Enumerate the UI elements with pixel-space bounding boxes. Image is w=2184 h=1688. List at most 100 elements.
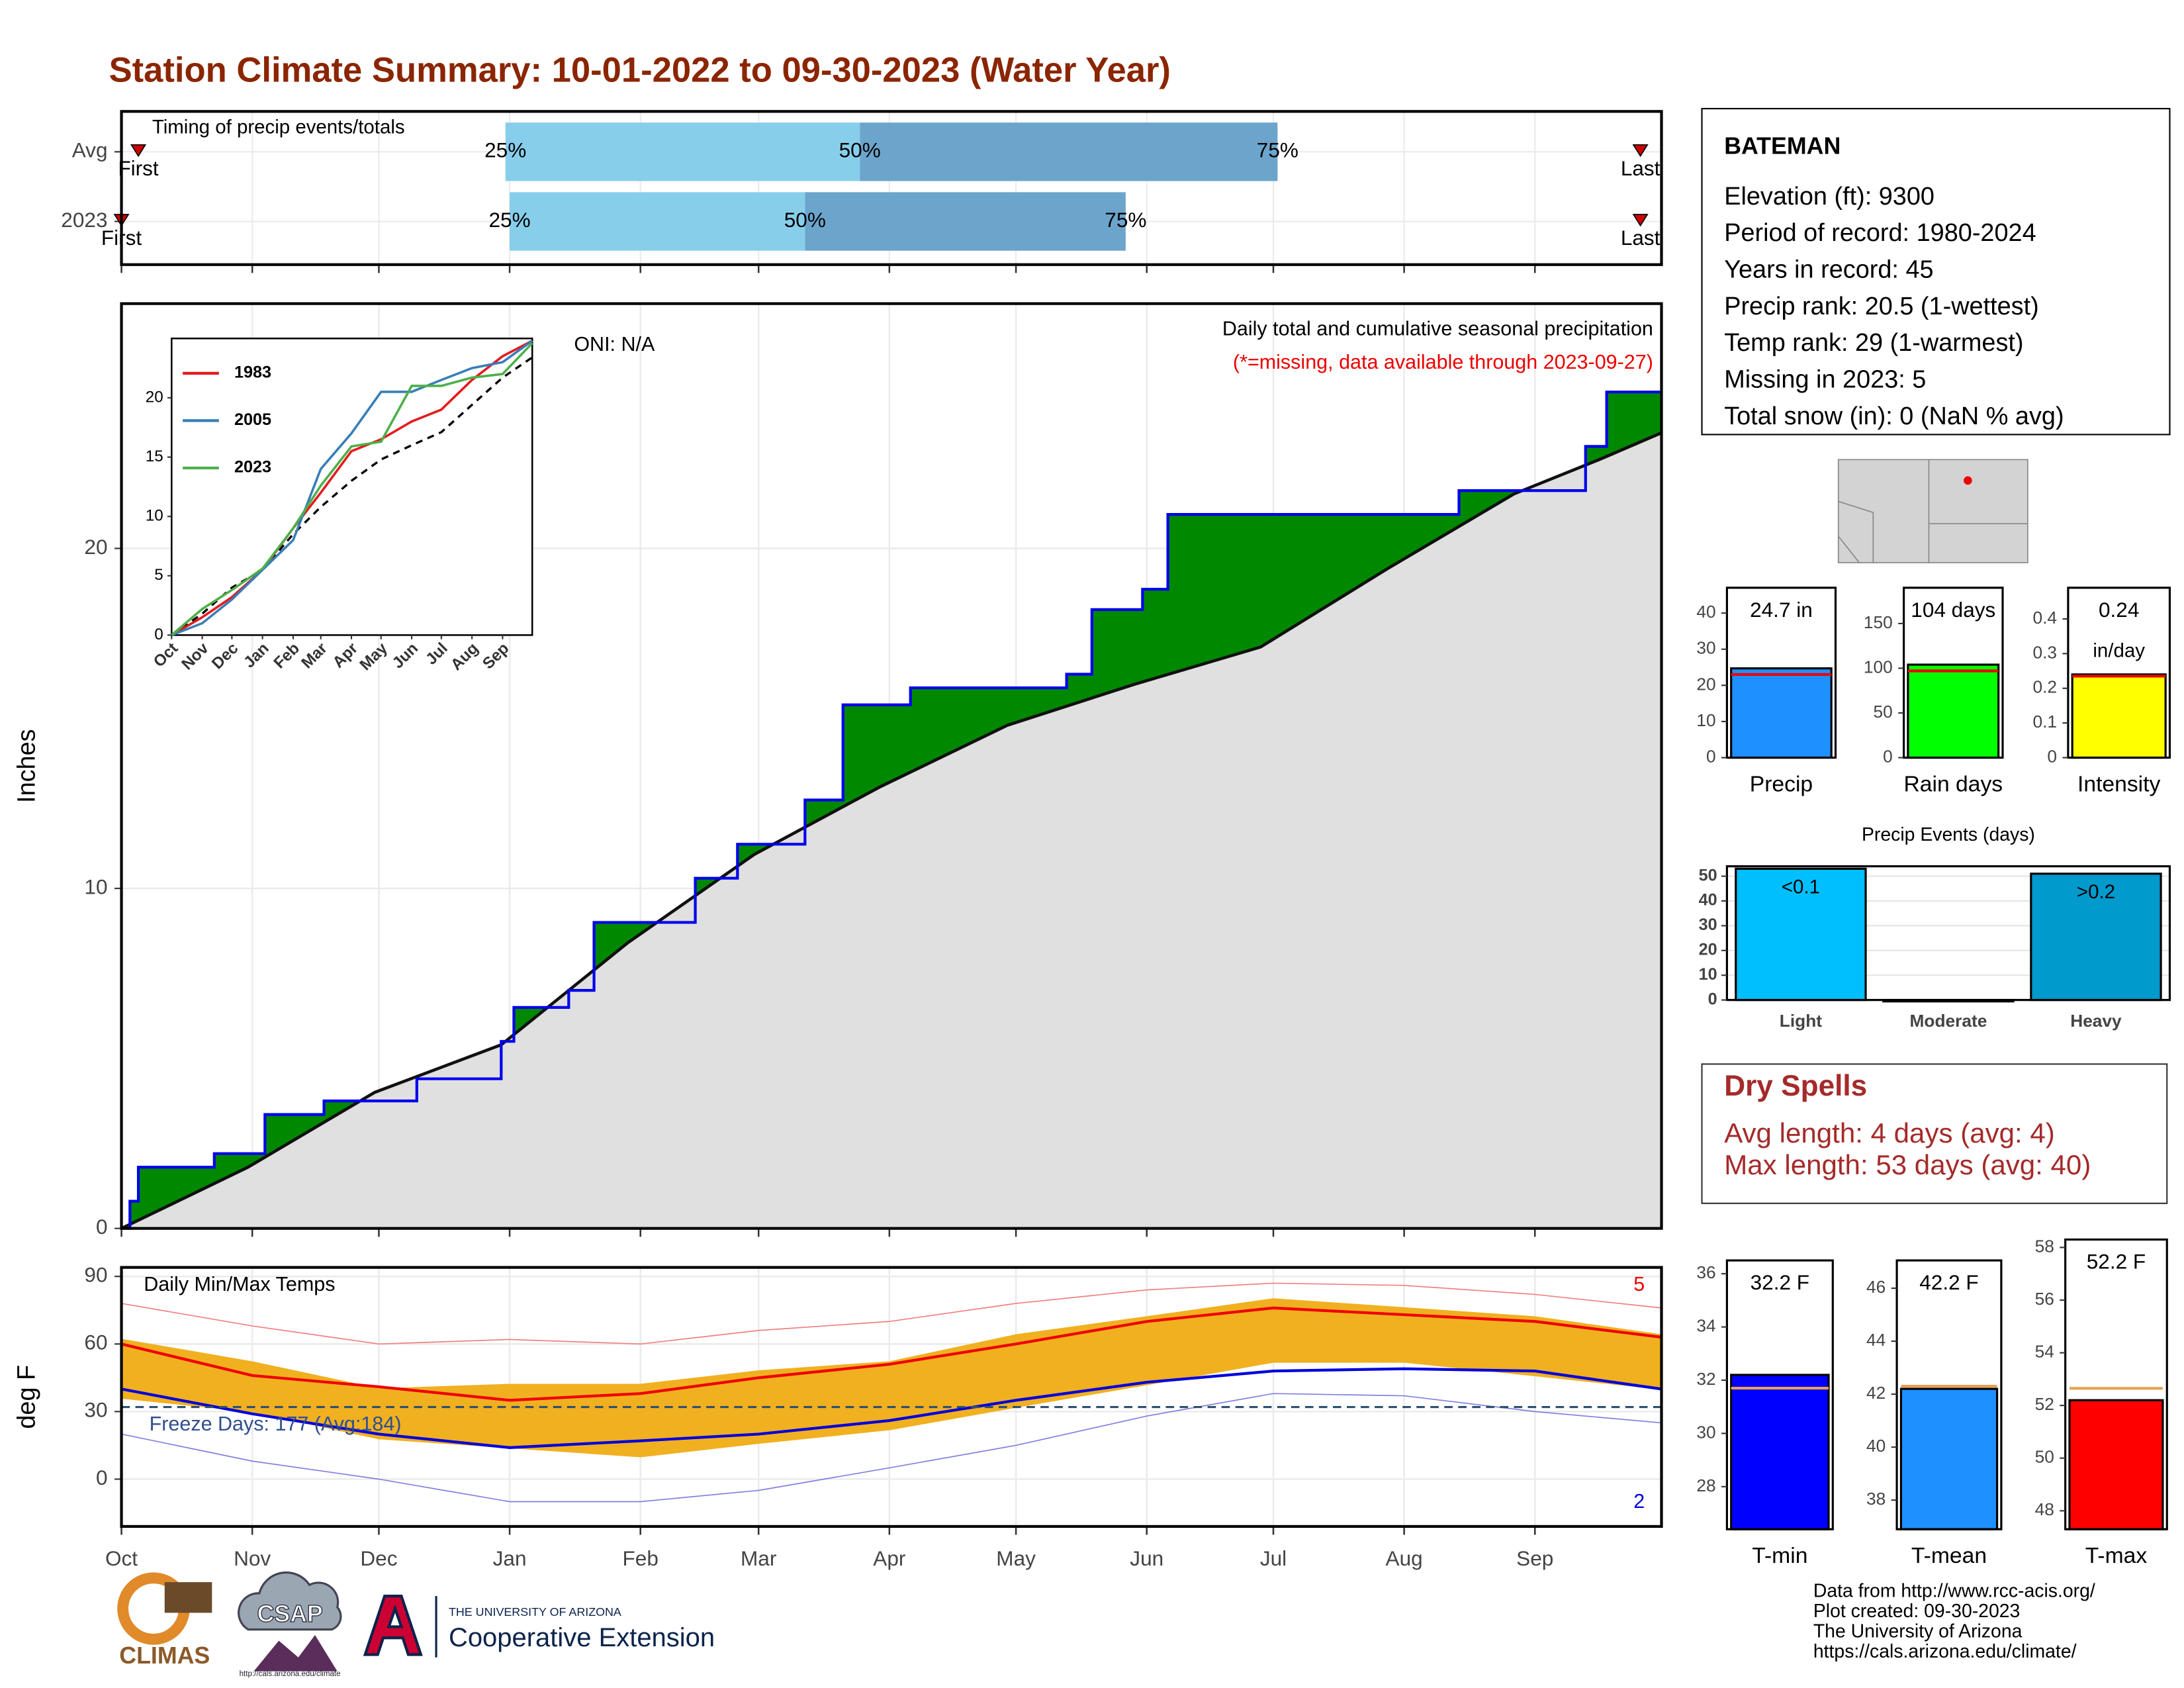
map-borders bbox=[1838, 536, 1860, 563]
logo-text: THE UNIVERSITY OF ARIZONA bbox=[449, 1605, 621, 1618]
avg-max-line bbox=[121, 1306, 1662, 1402]
station-info: Total snow (in): 0 (NaN % avg) bbox=[1724, 402, 2064, 430]
x-axis-label: Rain days bbox=[1903, 773, 2003, 797]
plot-border bbox=[1725, 865, 2171, 1002]
x-tick-label: Dec bbox=[360, 1546, 397, 1570]
y-tick-label: 20 bbox=[1696, 674, 1715, 694]
y-tick-label: 100 bbox=[1864, 657, 1893, 677]
quantile-label: 25% bbox=[488, 208, 530, 232]
x-tick-label: May bbox=[996, 1546, 1036, 1570]
y-tick-label: 10 bbox=[84, 874, 107, 898]
y-tick-label: 10 bbox=[146, 507, 163, 525]
station-info: Years in record: 45 bbox=[1724, 256, 1933, 283]
legend-label: 1983 bbox=[234, 363, 271, 382]
timing-marker bbox=[130, 144, 147, 158]
timing-bar bbox=[860, 122, 1278, 181]
y-tick-label: 40 bbox=[1866, 1436, 1886, 1456]
x-axis-label: Precip bbox=[1750, 773, 1813, 797]
logo-text: CSAP bbox=[257, 1601, 322, 1627]
quantile-label: 25% bbox=[484, 138, 526, 162]
plot-border bbox=[1725, 1259, 1834, 1530]
station-info: Missing in 2023: 5 bbox=[1724, 365, 1926, 393]
x-axis-label: Intensity bbox=[2077, 773, 2161, 797]
bar bbox=[1907, 663, 2000, 759]
x-tick-label: Sep bbox=[1516, 1546, 1553, 1570]
y-tick-label: 52 bbox=[2035, 1394, 2054, 1414]
y-tick-label: 20 bbox=[1699, 941, 1717, 959]
y-tick-label: 42 bbox=[1866, 1383, 1886, 1403]
footer-line: Data from http://www.rcc-acis.org/ bbox=[1813, 1580, 2095, 1601]
quantile-label: 75% bbox=[1257, 138, 1298, 162]
dry-spell-title: Dry Spells bbox=[1724, 1070, 1867, 1102]
legend-label: 2023 bbox=[234, 458, 271, 477]
map-borders bbox=[1838, 459, 2028, 563]
y-tick-label: 0 bbox=[2047, 746, 2057, 766]
y-tick-label: 0.4 bbox=[2032, 608, 2057, 628]
x-tick-label: Jun bbox=[1130, 1546, 1163, 1570]
average-line bbox=[120, 431, 1662, 1230]
info-box bbox=[1701, 108, 2171, 436]
value-label: 24.7 in bbox=[1750, 598, 1813, 622]
y-tick-label: 0.2 bbox=[2032, 677, 2057, 697]
y-tick-label: 60 bbox=[84, 1331, 107, 1354]
x-axis-label: T-max bbox=[2085, 1544, 2148, 1568]
y-tick-label: 58 bbox=[2035, 1236, 2054, 1256]
bar bbox=[2071, 673, 2167, 759]
plot-border bbox=[120, 1266, 1663, 1528]
y-tick-label: 0 bbox=[1883, 746, 1893, 766]
y-tick-label: 0.3 bbox=[2032, 642, 2057, 662]
y-tick-label: 56 bbox=[2035, 1289, 2054, 1309]
csap-logo bbox=[238, 1571, 342, 1631]
station-dot bbox=[1964, 476, 1972, 485]
y-tick-label: 38 bbox=[1866, 1489, 1886, 1509]
x-tick-label: Nov bbox=[234, 1546, 271, 1570]
series-line bbox=[171, 340, 533, 636]
y-tick-label: 0.1 bbox=[2032, 712, 2057, 731]
y-tick-label: 15 bbox=[146, 447, 163, 465]
plot-border bbox=[1725, 586, 1837, 759]
value-label: 0.24 bbox=[2099, 598, 2139, 622]
x-tick-label: Mar bbox=[741, 1546, 776, 1570]
y-tick-label: 10 bbox=[1696, 710, 1715, 730]
y-tick-label: 0 bbox=[96, 1215, 108, 1239]
logo-text: Cooperative Extension bbox=[449, 1623, 715, 1652]
map-area bbox=[1837, 459, 2028, 563]
record-high-count: 5 bbox=[1633, 1273, 1645, 1295]
x-axis-label: T-min bbox=[1752, 1544, 1807, 1568]
value-label: 104 days bbox=[1911, 598, 1995, 622]
y-tick-label: 54 bbox=[2035, 1342, 2054, 1362]
station-info: Elevation (ft): 9300 bbox=[1724, 183, 1934, 211]
x-tick-label: Light bbox=[1780, 1011, 1822, 1031]
y-tick-label: 90 bbox=[84, 1263, 107, 1287]
timing-title: Timing of precip events/totals bbox=[152, 116, 405, 138]
logo-text: CLIMAS bbox=[119, 1642, 210, 1669]
y-axis-label: deg F bbox=[13, 1365, 41, 1429]
y-tick-label: 0 bbox=[1708, 990, 1717, 1008]
footer-line: Plot created: 09-30-2023 bbox=[1813, 1601, 2021, 1622]
x-tick-label: Apr bbox=[873, 1546, 905, 1570]
y-tick-label: 40 bbox=[1699, 891, 1717, 910]
oni-label: ONI: N/A bbox=[574, 333, 655, 355]
page-title: Station Climate Summary: 10-01-2022 to 0… bbox=[109, 50, 1171, 89]
chart-title: Daily total and cumulative seasonal prec… bbox=[1222, 318, 1653, 340]
value-label: 32.2 F bbox=[1751, 1270, 1809, 1294]
record-min-line bbox=[121, 1393, 1662, 1503]
y-tick-label: 46 bbox=[1866, 1277, 1886, 1297]
bar bbox=[1735, 867, 1867, 1002]
freeze-label: Freeze Days: 177 (Avg:184) bbox=[150, 1413, 402, 1435]
average-area bbox=[121, 432, 1662, 1229]
plot-border bbox=[2067, 586, 2171, 759]
plot-border bbox=[2064, 1238, 2168, 1530]
logo-text: http://cals.arizona.edu/climate bbox=[240, 1670, 341, 1678]
timing-bar bbox=[505, 122, 860, 181]
avg-min-line bbox=[121, 1367, 1662, 1449]
plot-border bbox=[120, 302, 1663, 1230]
logos bbox=[117, 1571, 437, 1671]
quantile-label: 50% bbox=[784, 208, 826, 232]
x-tick-label: Oct bbox=[105, 1546, 138, 1570]
value-label: 52.2 F bbox=[2087, 1250, 2146, 1274]
y-tick-label: 20 bbox=[146, 388, 163, 406]
record-low-count: 2 bbox=[1633, 1490, 1645, 1513]
row-label: Avg bbox=[72, 138, 108, 162]
